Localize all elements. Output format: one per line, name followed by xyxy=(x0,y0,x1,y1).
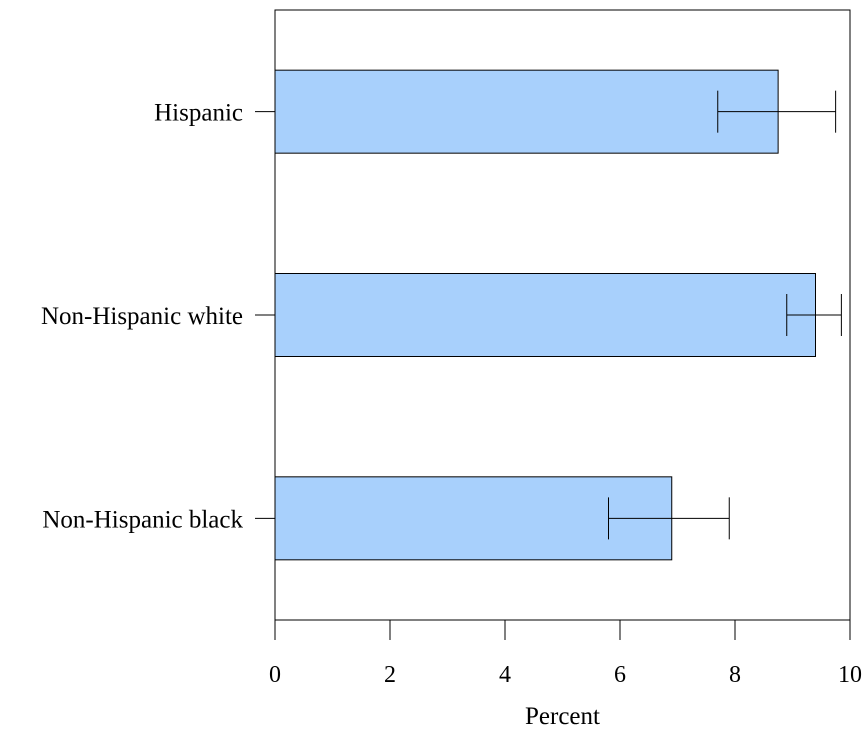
category-label-2: Non-Hispanic black xyxy=(42,506,243,533)
bar-2 xyxy=(274,476,673,561)
category-label-1: Non-Hispanic white xyxy=(41,303,243,330)
error-bar-1 xyxy=(786,294,842,336)
x-tick-label-0: 0 xyxy=(269,662,281,688)
error-bar-0 xyxy=(717,90,837,133)
bar-1 xyxy=(274,273,816,357)
x-tick-label-5: 10 xyxy=(838,662,862,688)
x-tick-label-4: 8 xyxy=(729,662,741,688)
x-axis: 0 2 4 6 8 10 xyxy=(269,619,862,688)
error-bars-layer xyxy=(608,90,842,540)
x-axis-title: Percent xyxy=(525,703,600,730)
error-bar-2 xyxy=(608,497,730,540)
x-tick-label-1: 2 xyxy=(384,662,396,688)
category-label-0: Hispanic xyxy=(154,100,243,127)
category-axis: Hispanic Non-Hispanic white Non-Hispanic b… xyxy=(41,100,275,533)
bars-layer xyxy=(274,69,816,561)
x-tick-label-3: 6 xyxy=(614,662,626,688)
x-tick-label-2: 4 xyxy=(499,662,511,688)
bar-0 xyxy=(274,69,779,154)
